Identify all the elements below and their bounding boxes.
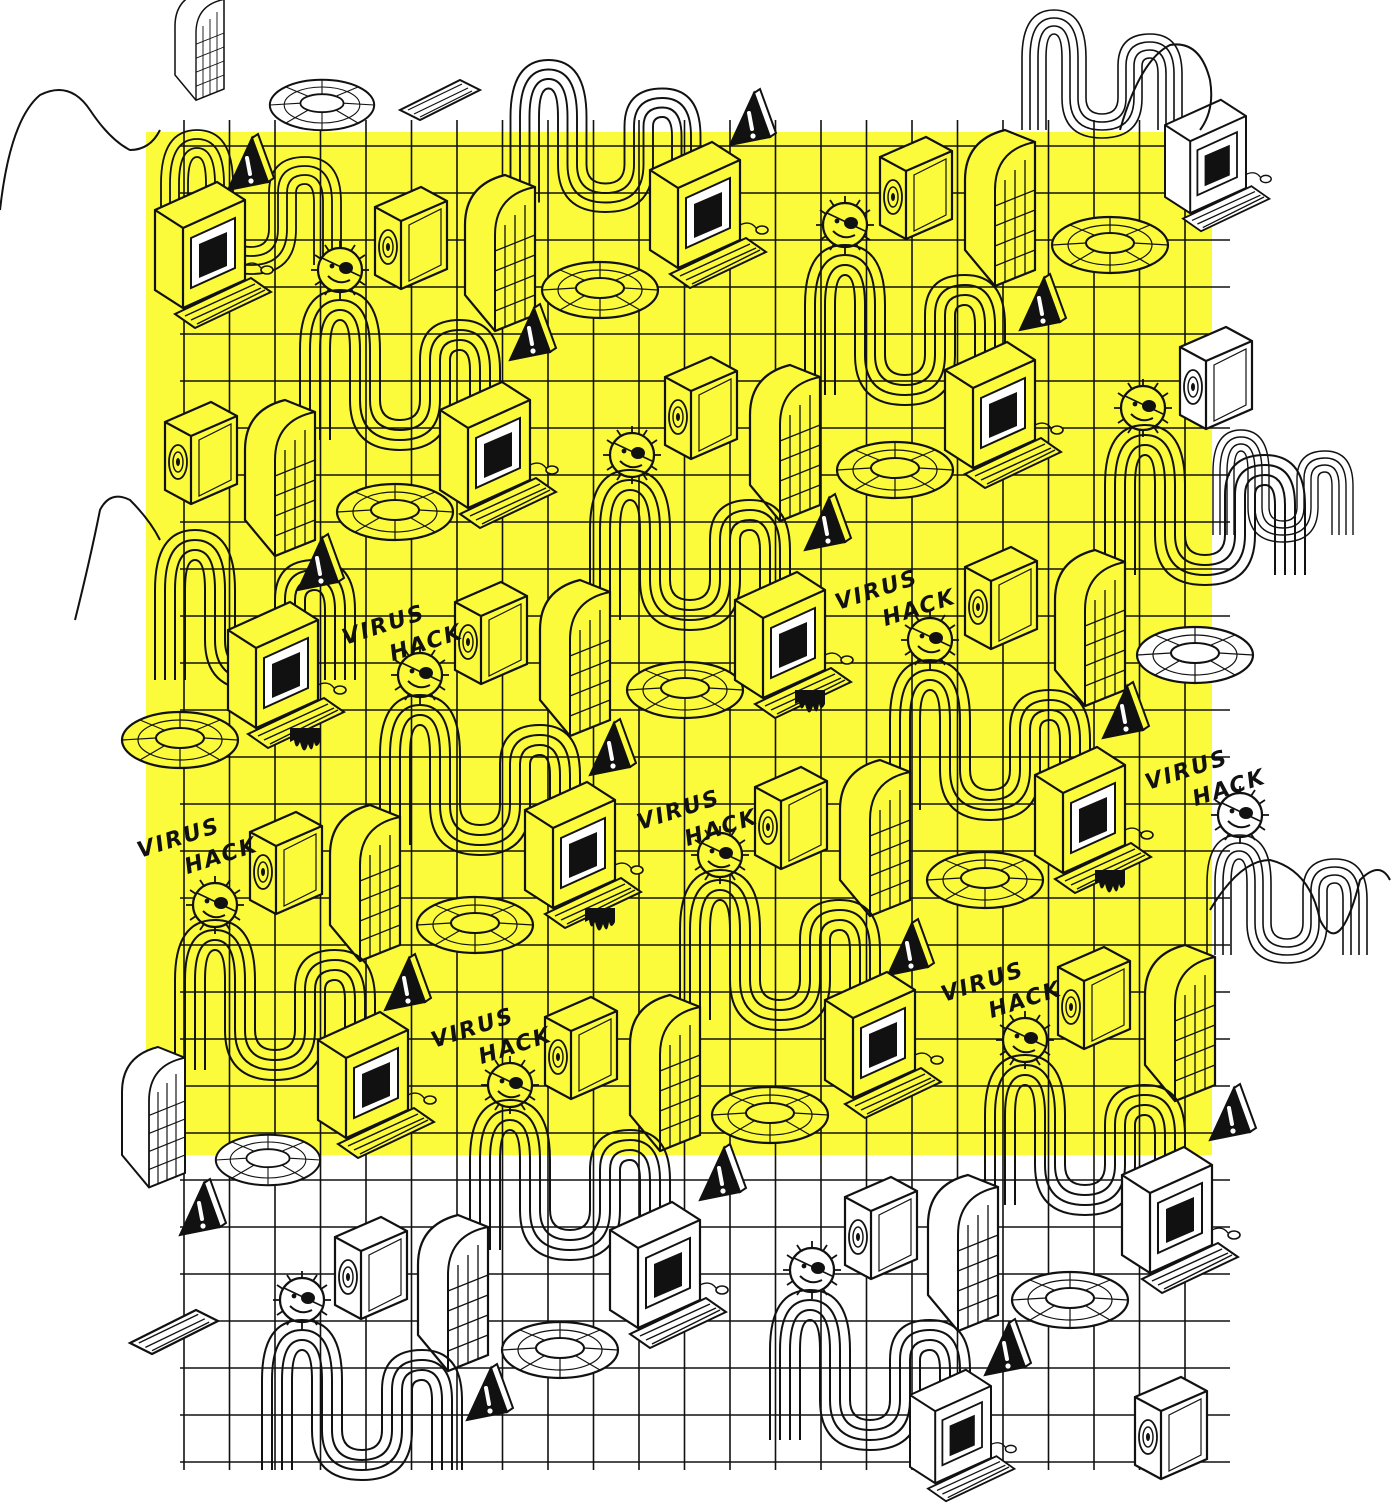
speaker-icon	[963, 545, 1039, 651]
arch-grid-icon	[1143, 943, 1217, 1103]
ribbon-wave-icon	[1021, 9, 1183, 139]
keyboard-icon	[128, 1308, 220, 1356]
torus-icon	[835, 440, 955, 500]
speaker-icon	[878, 135, 954, 241]
wave-line	[1209, 858, 1391, 935]
speaker-icon	[453, 580, 529, 686]
keyboard-icon	[399, 79, 481, 121]
warning-triangle-icon	[1208, 1082, 1258, 1142]
torus-icon	[214, 1133, 322, 1187]
arch-grid-icon	[328, 803, 402, 963]
torus-icon	[120, 710, 240, 770]
speaker-icon	[248, 810, 324, 916]
ribbon-wave-icon	[1206, 834, 1368, 964]
wave-line	[0, 89, 161, 211]
wave-line	[1119, 43, 1213, 131]
computer-icon	[909, 1368, 1018, 1503]
arch-grid-icon	[416, 1213, 490, 1373]
speaker-icon	[163, 400, 239, 506]
speaker-icon	[1178, 325, 1254, 431]
arch-grid-icon	[748, 363, 822, 523]
torus-icon	[925, 850, 1045, 910]
speaker-icon	[843, 1175, 919, 1281]
arch-grid-icon	[538, 578, 612, 738]
torus-icon	[625, 660, 745, 720]
wave-line	[74, 495, 161, 621]
torus-icon	[335, 482, 455, 542]
computer-icon	[608, 1200, 730, 1350]
torus-icon	[500, 1320, 620, 1380]
torus-icon	[268, 78, 376, 132]
torus-icon	[415, 895, 535, 955]
arch-grid-icon	[174, 0, 225, 101]
arch-grid-icon	[121, 1046, 186, 1189]
torus-icon	[540, 260, 660, 320]
torus-icon	[1135, 625, 1255, 685]
speaker-icon	[333, 1215, 409, 1321]
speaker-icon	[663, 355, 739, 461]
warning-triangle-icon	[465, 1362, 515, 1422]
warning-triangle-icon	[728, 87, 778, 147]
speaker-icon	[753, 765, 829, 871]
arch-grid-icon	[926, 1173, 1000, 1333]
arch-grid-icon	[628, 993, 702, 1153]
torus-icon	[1010, 1270, 1130, 1330]
arch-grid-icon	[838, 758, 912, 918]
warning-triangle-icon	[178, 1177, 228, 1237]
warning-triangle-icon	[983, 1317, 1033, 1377]
speaker-icon	[1056, 945, 1132, 1051]
torus-icon	[1050, 215, 1170, 275]
torus-icon	[710, 1085, 830, 1145]
arch-grid-icon	[243, 398, 317, 558]
arch-grid-icon	[1053, 548, 1127, 708]
speaker-icon	[373, 185, 449, 291]
speaker-icon	[543, 995, 619, 1101]
arch-grid-icon	[963, 128, 1037, 288]
speaker-icon	[1133, 1375, 1209, 1481]
arch-grid-icon	[463, 173, 537, 333]
